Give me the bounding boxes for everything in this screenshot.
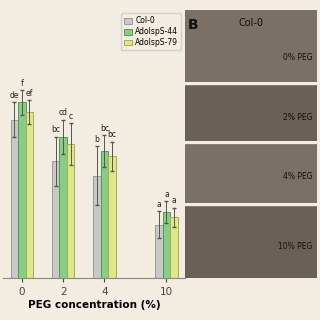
Bar	[60, 137, 67, 278]
Text: a: a	[172, 196, 176, 205]
Text: 0% PEG: 0% PEG	[283, 53, 313, 62]
Bar	[101, 151, 108, 278]
Text: B: B	[188, 18, 198, 32]
Text: bc: bc	[100, 124, 109, 133]
Text: f: f	[20, 79, 23, 88]
Text: ef: ef	[26, 89, 33, 98]
Text: c: c	[68, 112, 73, 121]
Bar	[26, 112, 33, 278]
Bar	[155, 225, 163, 278]
Bar	[52, 161, 60, 278]
Text: 4% PEG: 4% PEG	[283, 172, 313, 181]
Bar	[93, 176, 101, 278]
Bar	[163, 212, 170, 278]
Text: a: a	[164, 190, 169, 199]
FancyBboxPatch shape	[185, 85, 317, 141]
FancyBboxPatch shape	[185, 206, 317, 278]
Text: Col-0: Col-0	[238, 18, 263, 28]
Text: bc: bc	[108, 130, 116, 139]
Text: 10% PEG: 10% PEG	[278, 242, 313, 251]
Text: a: a	[156, 200, 161, 209]
Text: b: b	[95, 135, 100, 144]
Bar	[11, 120, 18, 278]
Bar	[108, 156, 116, 278]
Bar	[18, 102, 26, 278]
Bar	[67, 144, 74, 278]
Text: de: de	[10, 91, 19, 100]
X-axis label: PEG concentration (%): PEG concentration (%)	[28, 300, 160, 310]
Text: bc: bc	[51, 125, 60, 134]
FancyBboxPatch shape	[185, 10, 317, 82]
Bar	[170, 217, 178, 278]
Text: cd: cd	[59, 108, 68, 117]
Text: 2% PEG: 2% PEG	[283, 113, 313, 122]
Legend: Col-0, AdolspS-44, AdolspS-79: Col-0, AdolspS-44, AdolspS-79	[121, 13, 181, 50]
FancyBboxPatch shape	[185, 144, 317, 203]
